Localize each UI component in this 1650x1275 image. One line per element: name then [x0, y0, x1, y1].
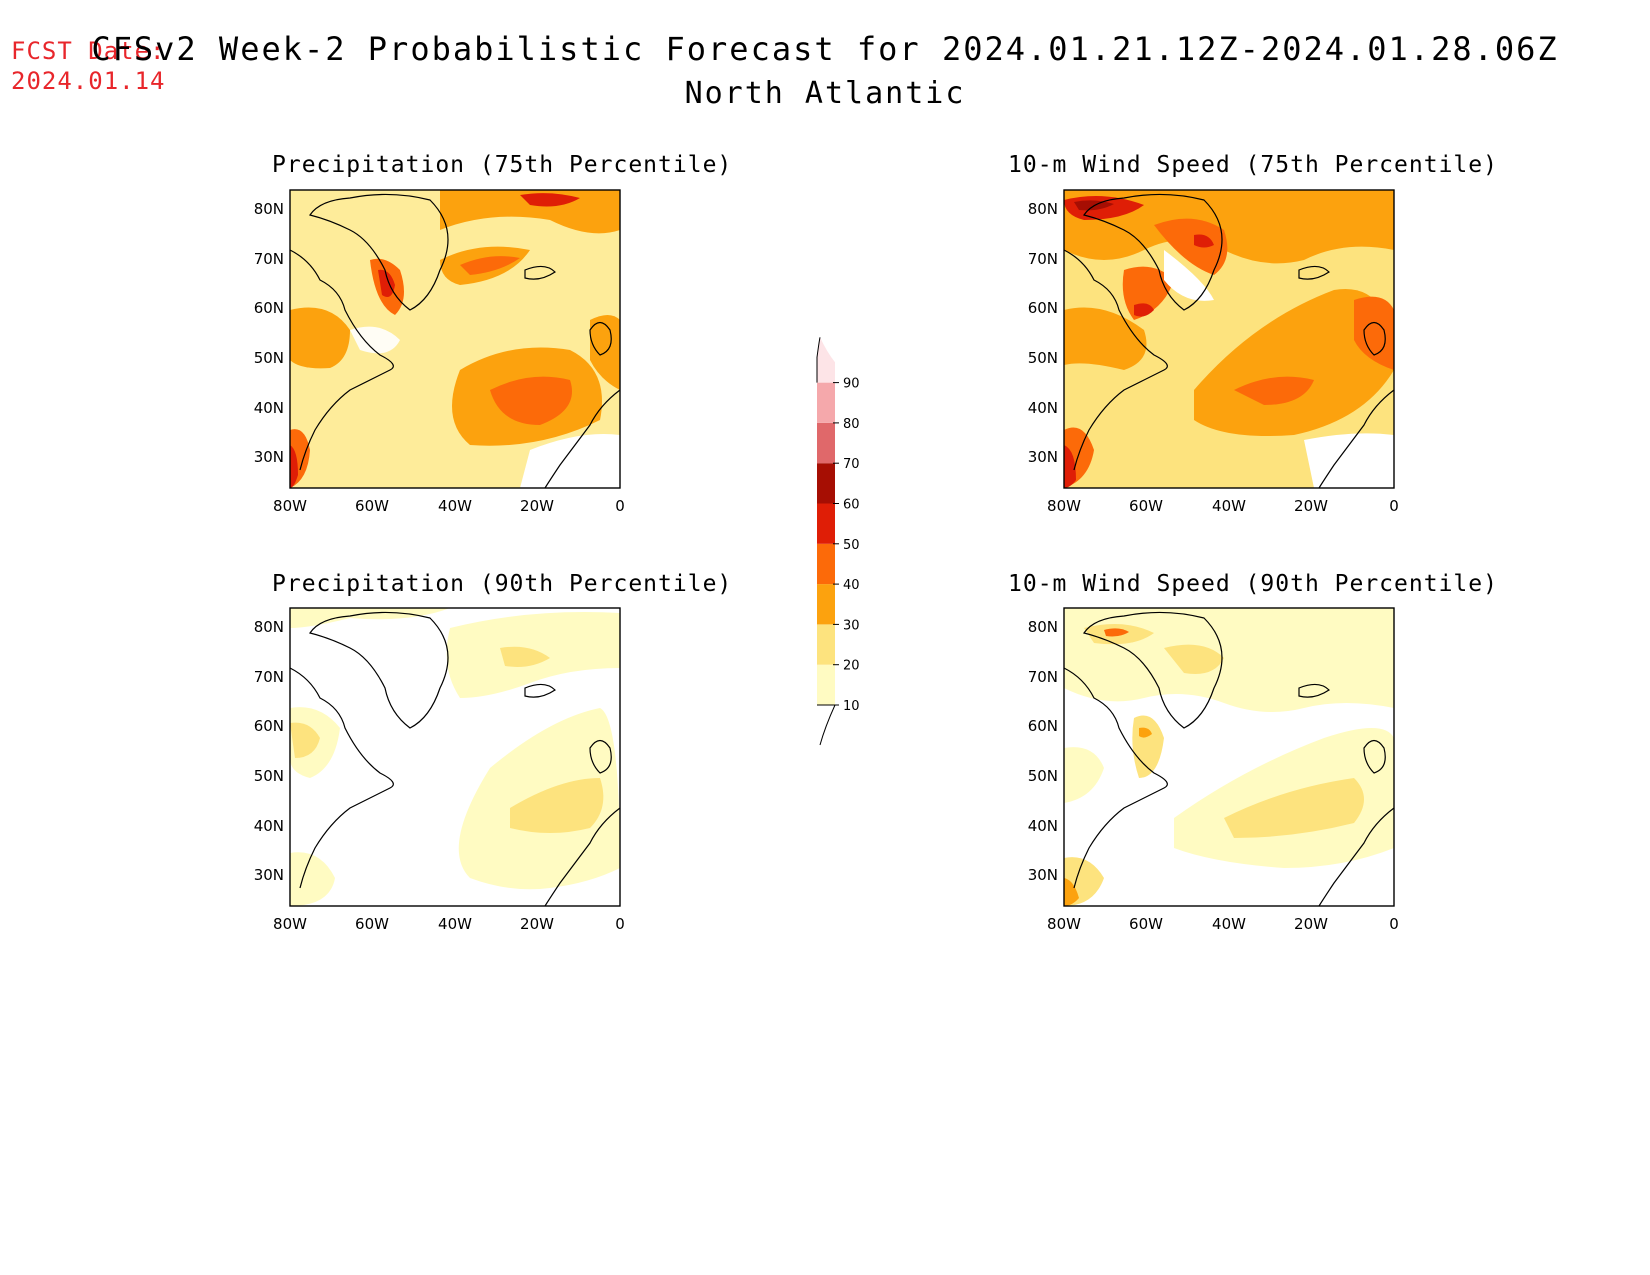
- colorbar-segment: [817, 463, 835, 504]
- svg-text:60W: 60W: [1129, 497, 1163, 515]
- axis-labels-wind-75: 80N 70N 60N 50N 40N 30N 80W 60W 40W 20W …: [1028, 200, 1399, 515]
- colorbar-tick-label: 40: [843, 578, 860, 593]
- svg-text:80N: 80N: [1028, 200, 1058, 218]
- colorbar-segment: [817, 337, 835, 383]
- svg-text:20W: 20W: [1294, 497, 1328, 515]
- svg-text:60N: 60N: [1028, 717, 1058, 735]
- svg-text:80N: 80N: [254, 200, 284, 218]
- colorbar-tick-label: 90: [843, 377, 860, 392]
- svg-text:60W: 60W: [355, 497, 389, 515]
- panel-title-precip-90: Precipitation (90th Percentile): [272, 571, 733, 597]
- colorbar-upper-extension: [816, 337, 821, 383]
- svg-text:60W: 60W: [355, 915, 389, 933]
- svg-text:40N: 40N: [1028, 399, 1058, 417]
- svg-text:40W: 40W: [438, 497, 472, 515]
- svg-text:40W: 40W: [1212, 497, 1246, 515]
- forecast-date-label: FCST Date:: [11, 37, 166, 65]
- colorbar-tick-label: 30: [843, 618, 860, 633]
- svg-text:40N: 40N: [254, 817, 284, 835]
- svg-text:50N: 50N: [254, 767, 284, 785]
- panel-title-precip-75: Precipitation (75th Percentile): [272, 152, 733, 178]
- svg-text:50N: 50N: [1028, 349, 1058, 367]
- svg-text:30N: 30N: [254, 448, 284, 466]
- svg-text:80W: 80W: [273, 497, 307, 515]
- svg-text:20W: 20W: [520, 915, 554, 933]
- colorbar-segment: [817, 543, 835, 585]
- forecast-date-value: 2024.01.14: [11, 67, 166, 95]
- colorbar-lower-extension: [817, 704, 836, 746]
- svg-text:0: 0: [1389, 497, 1399, 515]
- colorbar-segment: [817, 624, 835, 665]
- svg-text:70N: 70N: [1028, 250, 1058, 268]
- svg-text:60N: 60N: [254, 717, 284, 735]
- panel-title-wind-90: 10-m Wind Speed (90th Percentile): [1008, 571, 1498, 597]
- svg-text:30N: 30N: [254, 866, 284, 884]
- colorbar-tick-label: 80: [843, 417, 860, 432]
- svg-text:40N: 40N: [1028, 817, 1058, 835]
- page-title: CFSv2 Week-2 Probabilistic Forecast for …: [91, 30, 1559, 68]
- svg-text:80W: 80W: [1047, 915, 1081, 933]
- svg-text:60W: 60W: [1129, 915, 1163, 933]
- colorbar-tick-label: 60: [843, 498, 860, 513]
- colorbar-segment: [817, 664, 835, 705]
- svg-text:50N: 50N: [254, 349, 284, 367]
- svg-text:0: 0: [1389, 915, 1399, 933]
- colorbar-tick-label: 70: [843, 457, 860, 472]
- svg-text:40W: 40W: [438, 915, 472, 933]
- colorbar-segment: [817, 503, 835, 544]
- svg-text:70N: 70N: [254, 250, 284, 268]
- svg-text:40N: 40N: [254, 399, 284, 417]
- svg-text:80N: 80N: [254, 618, 284, 636]
- colorbar-tick-label: 20: [843, 659, 860, 674]
- svg-text:60N: 60N: [1028, 299, 1058, 317]
- colorbar: 10 20 30 40 50 60 70 80 90: [816, 337, 860, 746]
- svg-text:0: 0: [615, 497, 625, 515]
- svg-text:50N: 50N: [1028, 767, 1058, 785]
- map-precip-75: 80N 70N 60N 50N 40N 30N 80W 60W 40W 20W …: [254, 189, 625, 515]
- svg-text:20W: 20W: [1294, 915, 1328, 933]
- map-wind-75: 80N 70N 60N 50N 40N 30N 80W 60W 40W 20W …: [1028, 189, 1399, 515]
- colorbar-tick-label: 50: [843, 538, 860, 553]
- colorbar-tick-label: 10: [843, 699, 860, 714]
- svg-text:0: 0: [615, 915, 625, 933]
- svg-text:40W: 40W: [1212, 915, 1246, 933]
- svg-text:80N: 80N: [1028, 618, 1058, 636]
- svg-text:20W: 20W: [520, 497, 554, 515]
- axis-labels-precip-90: 80N 70N 60N 50N 40N 30N 80W 60W 40W 20W …: [254, 618, 625, 933]
- svg-text:80W: 80W: [1047, 497, 1081, 515]
- svg-text:30N: 30N: [1028, 866, 1058, 884]
- colorbar-segment: [817, 382, 835, 423]
- region-subtitle: North Atlantic: [684, 76, 966, 111]
- colorbar-segment: [817, 422, 835, 464]
- axis-labels-precip-75: 80N 70N 60N 50N 40N 30N 80W 60W 40W 20W …: [254, 200, 625, 515]
- svg-text:30N: 30N: [1028, 448, 1058, 466]
- svg-text:80W: 80W: [273, 915, 307, 933]
- svg-text:60N: 60N: [254, 299, 284, 317]
- panel-title-wind-75: 10-m Wind Speed (75th Percentile): [1008, 152, 1498, 178]
- colorbar-segment: [817, 584, 835, 625]
- svg-text:70N: 70N: [254, 668, 284, 686]
- forecast-date-block: FCST Date: 2024.01.14: [11, 36, 166, 96]
- axis-labels-wind-90: 80N 70N 60N 50N 40N 30N 80W 60W 40W 20W …: [1028, 618, 1399, 933]
- svg-text:70N: 70N: [1028, 668, 1058, 686]
- map-precip-90: 80N 70N 60N 50N 40N 30N 80W 60W 40W 20W …: [254, 607, 625, 933]
- map-wind-90: 80N 70N 60N 50N 40N 30N 80W 60W 40W 20W …: [1028, 607, 1399, 933]
